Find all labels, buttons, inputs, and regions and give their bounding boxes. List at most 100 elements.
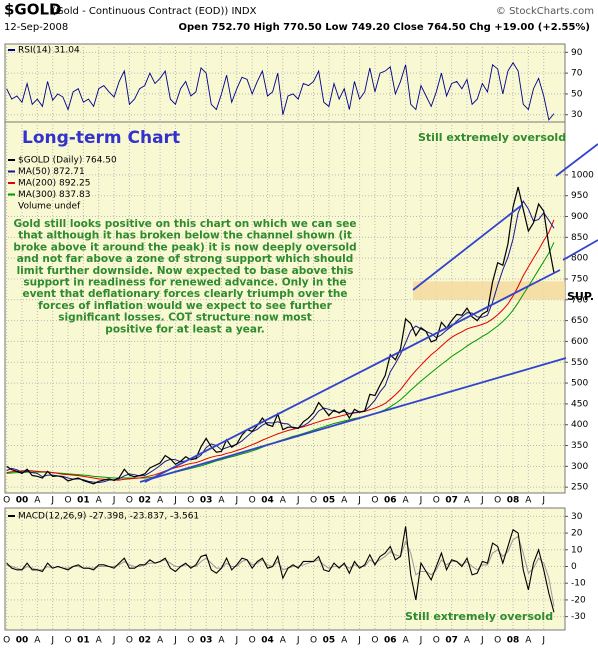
x-tick-label: J <box>357 496 361 506</box>
oversold-note: Still extremely oversold <box>405 610 553 623</box>
commentary-line: limit further downside. Now expected to … <box>17 265 354 277</box>
x-tick-label: J <box>296 496 300 506</box>
commentary-line: broke above it around the peak) it is no… <box>13 241 356 253</box>
x-tick-label: J <box>173 496 177 506</box>
y-tick-label: 30 <box>571 110 583 120</box>
x-tick-label: O <box>249 636 256 646</box>
commentary-line: significant losses. COT structure now mo… <box>58 312 312 324</box>
x-tick-label: J <box>50 496 54 506</box>
x-tick-label: 00 <box>16 636 29 646</box>
x-tick-label: J <box>419 496 423 506</box>
y-tick-label: 10 <box>571 545 583 555</box>
y-tick-label: 30 <box>571 512 583 522</box>
trend-line <box>412 204 523 291</box>
x-tick-label: O <box>433 496 440 506</box>
oversold-note: Still extremely oversold <box>418 131 566 144</box>
commentary-line: forces of inflation would we expect to s… <box>38 300 332 312</box>
x-tick-label: 08 <box>507 636 520 646</box>
x-tick-label: J <box>419 636 423 646</box>
x-tick-label: J <box>480 636 484 646</box>
y-tick-label: 250 <box>571 483 588 493</box>
y-tick-label: 950 <box>571 191 588 201</box>
x-tick-label: 00 <box>16 496 29 506</box>
x-tick-label: O <box>126 636 133 646</box>
x-tick-label: A <box>403 636 410 646</box>
y-tick-label: -10 <box>571 579 586 589</box>
x-tick-label: A <box>280 496 287 506</box>
commentary-line: support in readiness for renewed advance… <box>23 277 346 289</box>
y-tick-label: 600 <box>571 337 588 347</box>
x-tick-label: 05 <box>323 496 336 506</box>
x-tick-label: A <box>464 496 471 506</box>
y-tick-label: -30 <box>571 612 586 622</box>
x-tick-label: O <box>249 496 256 506</box>
x-tick-label: 06 <box>384 496 397 506</box>
commentary-line: and not far above a zone of strong suppo… <box>17 253 354 265</box>
x-tick-label: J <box>541 496 545 506</box>
x-tick-label: J <box>173 636 177 646</box>
panel-title: Long-term Chart <box>22 128 180 148</box>
x-tick-label: 02 <box>138 496 151 506</box>
volume-label: Volume undef <box>18 202 81 212</box>
trend-line <box>144 269 561 483</box>
series-line <box>6 526 555 613</box>
x-tick-label: 01 <box>77 496 90 506</box>
x-tick-label: O <box>494 496 501 506</box>
x-tick-label: 04 <box>261 636 274 646</box>
x-tick-label: J <box>480 496 484 506</box>
x-tick-label: 06 <box>384 636 397 646</box>
legend-label: MA(300) 837.83 <box>18 190 90 200</box>
x-tick-label: O <box>494 636 501 646</box>
support-zone <box>413 281 565 300</box>
y-tick-label: 0 <box>571 562 577 572</box>
x-tick-label: J <box>50 636 54 646</box>
series-line <box>6 61 555 121</box>
x-tick-label: 08 <box>507 496 520 506</box>
y-tick-label: 550 <box>571 358 588 368</box>
y-tick-label: 700 <box>571 295 588 305</box>
y-tick-label: 400 <box>571 420 588 430</box>
x-tick-label: A <box>157 636 164 646</box>
trend-line <box>555 143 598 177</box>
trend-line <box>139 357 567 483</box>
x-tick-label: 01 <box>77 636 90 646</box>
x-tick-label: O <box>310 496 317 506</box>
quote: Open 752.70 High 770.50 Low 749.20 Close… <box>179 22 591 33</box>
x-tick-label: 03 <box>200 496 213 506</box>
y-tick-label: 20 <box>571 529 583 539</box>
x-tick-label: A <box>157 496 164 506</box>
commentary-line: positive for at least a year. <box>105 323 264 335</box>
commentary-line: event that deflationary forces clearly t… <box>22 288 347 300</box>
x-tick-label: A <box>96 636 103 646</box>
y-tick-label: 800 <box>571 254 588 264</box>
y-tick-label: 850 <box>571 233 588 243</box>
x-tick-label: J <box>234 496 238 506</box>
x-tick-label: 04 <box>261 496 274 506</box>
x-tick-label: O <box>433 636 440 646</box>
legend-label: MA(200) 892.25 <box>18 179 90 189</box>
x-tick-label: O <box>187 636 194 646</box>
x-tick-label: 02 <box>138 636 151 646</box>
y-tick-label: 450 <box>571 399 588 409</box>
series-line <box>6 219 555 481</box>
series-line <box>6 186 555 485</box>
y-tick-label: 350 <box>571 441 588 451</box>
trend-line <box>562 239 598 261</box>
y-tick-label: 70 <box>571 69 583 79</box>
y-tick-label: 900 <box>571 212 588 222</box>
x-tick-label: A <box>464 636 471 646</box>
instrument-name: (Gold - Continuous Contract (EOD)) INDX <box>52 6 257 17</box>
x-tick-label: O <box>371 496 378 506</box>
x-tick-label: O <box>3 636 10 646</box>
x-tick-label: A <box>280 636 287 646</box>
x-tick-label: 03 <box>200 636 213 646</box>
x-tick-label: A <box>218 636 225 646</box>
x-tick-label: J <box>357 636 361 646</box>
x-tick-label: A <box>525 496 532 506</box>
legend-label: MACD(12,26,9) -27.398, -23.837, -3.561 <box>18 512 199 522</box>
x-tick-label: O <box>64 496 71 506</box>
x-tick-label: O <box>64 636 71 646</box>
x-tick-label: A <box>403 496 410 506</box>
x-tick-label: 07 <box>445 636 458 646</box>
x-tick-label: A <box>34 636 41 646</box>
